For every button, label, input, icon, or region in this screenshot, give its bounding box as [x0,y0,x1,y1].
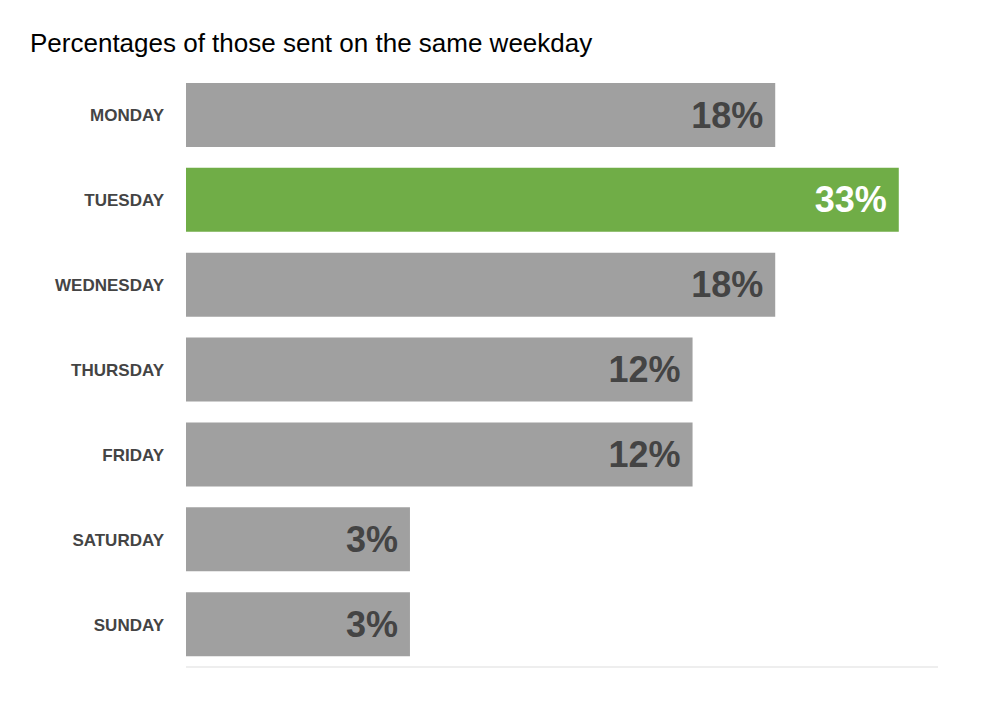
svg-text:FRIDAY: FRIDAY [102,446,164,465]
svg-text:SUNDAY: SUNDAY [94,616,165,635]
svg-text:WEDNESDAY: WEDNESDAY [55,276,165,295]
html-text:Percentages of those sent on t: Percentages of those sent on the same we… [30,28,593,58]
svg-text:THURSDAY: THURSDAY [71,361,165,380]
svg-text:3%: 3% [346,604,398,645]
svg-text:SATURDAY: SATURDAY [72,531,164,550]
svg-text:TUESDAY: TUESDAY [84,191,164,210]
svg-text:18%: 18% [691,264,763,305]
svg-text:12%: 12% [609,349,681,390]
svg-text:MONDAY: MONDAY [90,106,165,125]
svg-text:33%: 33% [815,179,887,220]
svg-text:12%: 12% [609,434,681,475]
svg-text:3%: 3% [346,519,398,560]
svg-text:18%: 18% [691,95,763,136]
